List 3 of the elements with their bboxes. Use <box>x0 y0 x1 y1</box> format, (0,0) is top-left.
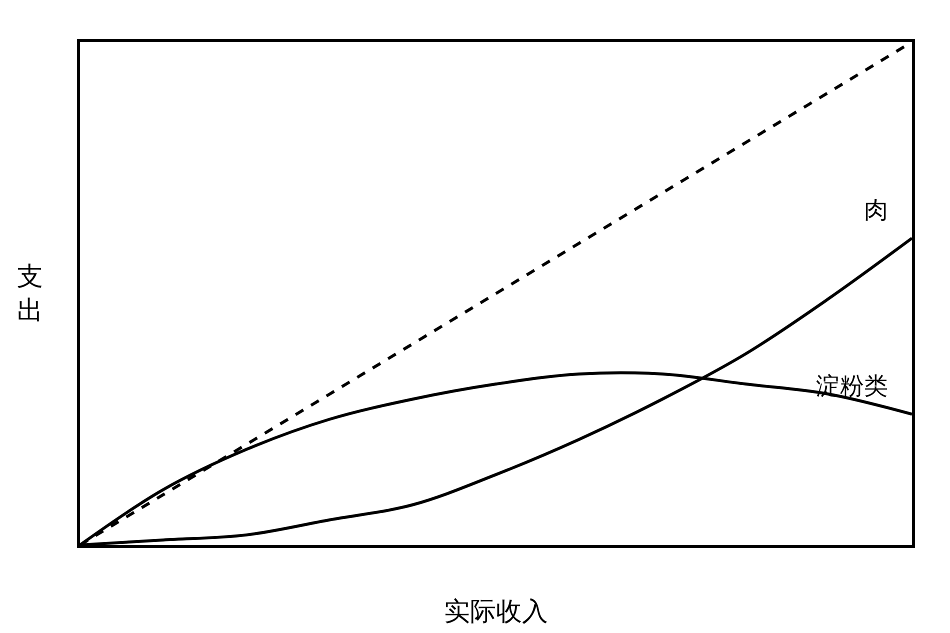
x-axis-title: 实际收入 <box>444 597 548 627</box>
series-label: 肉 <box>864 196 888 224</box>
y-axis-title: 支出 <box>17 262 43 326</box>
